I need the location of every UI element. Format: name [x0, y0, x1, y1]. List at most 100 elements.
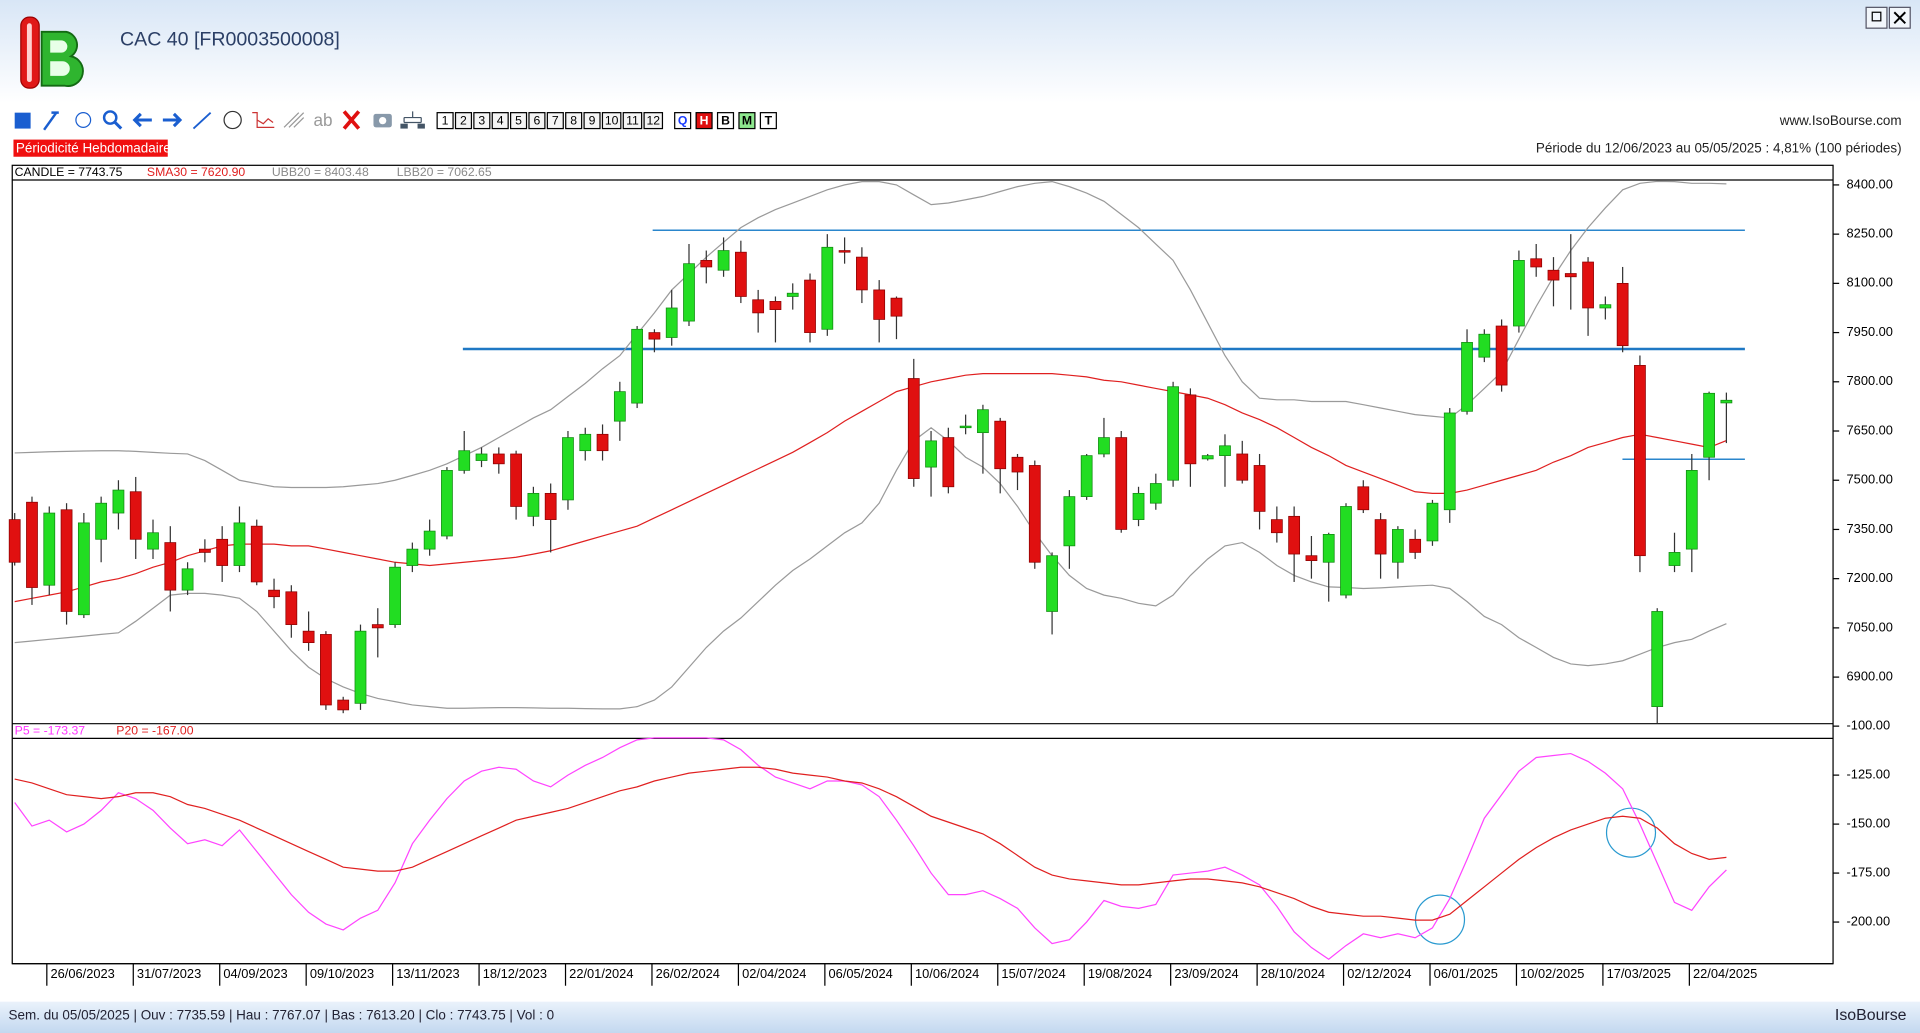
y-tick-label: 8250.00 [1847, 226, 1893, 241]
period-button[interactable] [643, 112, 664, 130]
view-button[interactable] [695, 112, 713, 130]
price-line [14, 180, 1727, 489]
legend-entry: UBB20 = 8403.48 [272, 165, 369, 179]
period-button-label: 9 [589, 113, 596, 127]
candle-body [527, 492, 540, 517]
candle-body [544, 492, 557, 520]
y-tick-label: -125.00 [1847, 767, 1891, 782]
candle-body [1028, 465, 1041, 563]
view-button-label: H [700, 113, 709, 127]
y-tick-label: 7500.00 [1847, 472, 1893, 487]
fan-tool[interactable] [283, 112, 305, 128]
candle-body [786, 292, 799, 297]
zoom-tool[interactable] [102, 110, 118, 125]
y-tick-label: 8400.00 [1847, 176, 1893, 191]
period-button[interactable] [510, 112, 528, 130]
back-tool[interactable] [132, 112, 152, 128]
site-link[interactable]: www.IsoBourse.com [1779, 113, 1902, 128]
logo [20, 16, 84, 89]
legend-entry: P20 = -167.00 [116, 723, 193, 737]
view-button-label: T [765, 113, 773, 127]
candle-body [1098, 437, 1110, 455]
candle-body [1634, 365, 1646, 557]
x-tick-label: 28/10/2024 [1261, 966, 1325, 981]
y-tick-label: 7200.00 [1847, 570, 1893, 585]
period-button[interactable] [583, 112, 601, 130]
candle-body [1270, 519, 1283, 534]
y-tick-label: 6900.00 [1847, 668, 1893, 683]
candle-body [441, 470, 453, 537]
candle-body [1616, 282, 1629, 347]
restore-button[interactable] [1865, 6, 1888, 29]
x-tick-label: 10/06/2024 [915, 966, 979, 981]
period-button[interactable] [546, 112, 564, 130]
candle-body [1495, 325, 1508, 386]
candle-body [804, 279, 816, 333]
y-tick-label: 8100.00 [1847, 275, 1893, 290]
view-button-label: B [721, 113, 730, 127]
camera-lens [378, 116, 387, 125]
view-button[interactable] [759, 112, 777, 130]
candle-body [977, 409, 989, 434]
period-button[interactable] [622, 112, 643, 130]
candle-body [43, 512, 56, 586]
candle-body [1115, 437, 1128, 530]
candle-body [1046, 555, 1058, 612]
price-line [14, 426, 1727, 710]
period-button-label: 8 [570, 113, 577, 127]
candle-body [925, 440, 937, 468]
view-button[interactable] [716, 112, 735, 130]
candle-body [579, 433, 592, 452]
period-button[interactable] [454, 112, 473, 130]
period-button-label: 12 [646, 113, 660, 127]
candle-body [596, 433, 609, 452]
tree-node [417, 123, 425, 129]
candle-body [458, 450, 471, 471]
toolbar-icons[interactable] [14, 110, 425, 131]
period-button-label: 6 [534, 113, 541, 127]
period-button[interactable] [436, 112, 454, 130]
candle-body [994, 420, 1007, 470]
legend-entry: CANDLE = 7743.75 [15, 165, 123, 179]
candle-body [1201, 455, 1214, 460]
period-button[interactable] [565, 112, 583, 130]
select-tool[interactable] [14, 112, 31, 129]
candle-body [216, 538, 229, 566]
period-button-label: 10 [605, 113, 619, 127]
candle-body [821, 246, 834, 330]
period-button[interactable] [601, 112, 622, 130]
legend-entry: P5 = -173.37 [15, 723, 86, 737]
x-tick-label: 04/09/2023 [223, 966, 287, 981]
candle-body [1322, 533, 1335, 563]
line-tool[interactable] [192, 111, 212, 130]
crosshair-tool[interactable] [75, 112, 92, 128]
view-button[interactable] [674, 112, 692, 130]
pen-tool[interactable] [43, 111, 59, 131]
candle-body [181, 568, 194, 591]
candle-body [1219, 445, 1231, 456]
tree-tool[interactable] [403, 111, 422, 124]
candle-body [492, 453, 505, 465]
period-button[interactable] [528, 112, 546, 130]
y-tick-label: 7050.00 [1847, 619, 1893, 634]
candle-body [1063, 496, 1076, 547]
candle-body [562, 437, 574, 501]
indicator-tool[interactable] [252, 112, 275, 128]
candle-body [302, 630, 315, 644]
circle-tool[interactable] [223, 110, 242, 130]
period-button[interactable] [491, 112, 509, 130]
view-button[interactable] [738, 112, 756, 130]
header-band [0, 0, 1920, 103]
x-tick-label: 10/02/2025 [1520, 966, 1584, 981]
candle-body [734, 251, 747, 297]
period-button[interactable] [473, 112, 491, 130]
window-buttons[interactable] [1865, 6, 1911, 29]
candle-body [717, 250, 730, 271]
candle-body [60, 509, 73, 612]
candle-body [371, 624, 384, 629]
text-tool[interactable]: ab [313, 110, 332, 130]
y-tick-label: 7800.00 [1847, 373, 1893, 388]
forward-tool[interactable] [162, 112, 183, 128]
period-button-label: 7 [552, 113, 559, 127]
delete-tool[interactable] [342, 110, 361, 130]
